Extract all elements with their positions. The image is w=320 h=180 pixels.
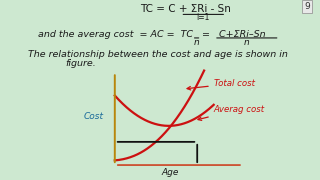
- Text: n: n: [244, 38, 250, 47]
- Text: Averag cost: Averag cost: [198, 105, 265, 120]
- Text: Cost: Cost: [84, 112, 103, 121]
- Text: i=1: i=1: [196, 14, 210, 22]
- Text: TC = C + ΣRi - Sn: TC = C + ΣRi - Sn: [140, 4, 230, 14]
- Text: figure.: figure.: [66, 58, 97, 68]
- Text: Total cost: Total cost: [187, 79, 255, 90]
- Text: and the averag cost  = AC =  TC   =   C+ΣRi–Sn: and the averag cost = AC = TC = C+ΣRi–Sn: [38, 30, 265, 39]
- Text: Age: Age: [161, 168, 179, 177]
- Text: n: n: [194, 38, 199, 47]
- Text: The relationship between the cost and age is shown in: The relationship between the cost and ag…: [28, 50, 287, 59]
- Text: 9: 9: [304, 2, 310, 11]
